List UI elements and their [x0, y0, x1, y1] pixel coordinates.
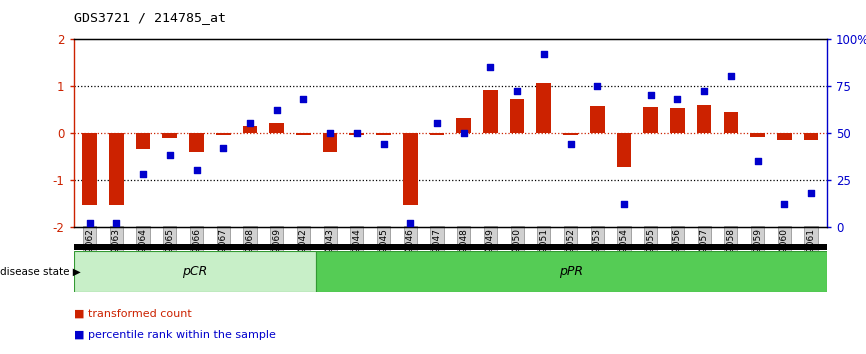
- Point: [296, 96, 310, 102]
- Bar: [697, 105, 712, 133]
- Point: [456, 130, 470, 136]
- Bar: [670, 108, 685, 133]
- Bar: [456, 118, 471, 133]
- Point: [804, 190, 818, 196]
- Text: ■ percentile rank within the sample: ■ percentile rank within the sample: [74, 330, 275, 340]
- Bar: [563, 133, 578, 135]
- Point: [136, 171, 150, 177]
- Point: [670, 96, 684, 102]
- Bar: [269, 124, 284, 133]
- Bar: [403, 133, 417, 205]
- Text: pPR: pPR: [559, 265, 584, 278]
- Bar: [617, 133, 631, 166]
- Bar: [536, 84, 551, 133]
- Bar: [74, 251, 316, 292]
- Point: [163, 153, 177, 158]
- Point: [778, 201, 792, 207]
- Bar: [430, 133, 444, 135]
- Bar: [323, 133, 338, 153]
- Point: [83, 220, 97, 225]
- Point: [724, 74, 738, 79]
- Point: [404, 220, 417, 225]
- Point: [243, 120, 257, 126]
- Bar: [510, 99, 525, 133]
- Point: [430, 120, 444, 126]
- Point: [377, 141, 391, 147]
- Text: pCR: pCR: [182, 265, 207, 278]
- Bar: [376, 133, 391, 135]
- Text: disease state ▶: disease state ▶: [0, 267, 81, 277]
- Text: GDS3721 / 214785_at: GDS3721 / 214785_at: [74, 11, 226, 24]
- Bar: [163, 133, 178, 138]
- Bar: [804, 133, 818, 140]
- Point: [643, 92, 657, 98]
- Text: ■ transformed count: ■ transformed count: [74, 309, 191, 319]
- Bar: [316, 251, 827, 292]
- Point: [510, 88, 524, 94]
- Point: [483, 64, 497, 70]
- Point: [216, 145, 230, 150]
- Bar: [242, 126, 257, 133]
- Bar: [643, 107, 658, 133]
- Point: [564, 141, 578, 147]
- Point: [751, 158, 765, 164]
- Bar: [136, 133, 151, 149]
- Bar: [723, 112, 738, 133]
- Bar: [216, 133, 230, 135]
- Bar: [483, 90, 498, 133]
- Point: [350, 130, 364, 136]
- Point: [269, 107, 283, 113]
- Point: [109, 220, 123, 225]
- Bar: [777, 133, 792, 140]
- Point: [190, 167, 204, 173]
- Bar: [350, 133, 365, 135]
- Point: [323, 130, 337, 136]
- Bar: [590, 105, 604, 133]
- Bar: [82, 133, 97, 205]
- Point: [537, 51, 551, 57]
- Point: [697, 88, 711, 94]
- Bar: [750, 133, 765, 137]
- Bar: [109, 133, 124, 205]
- Point: [591, 83, 604, 89]
- Bar: [296, 133, 311, 135]
- Bar: [189, 133, 204, 153]
- Point: [617, 201, 631, 207]
